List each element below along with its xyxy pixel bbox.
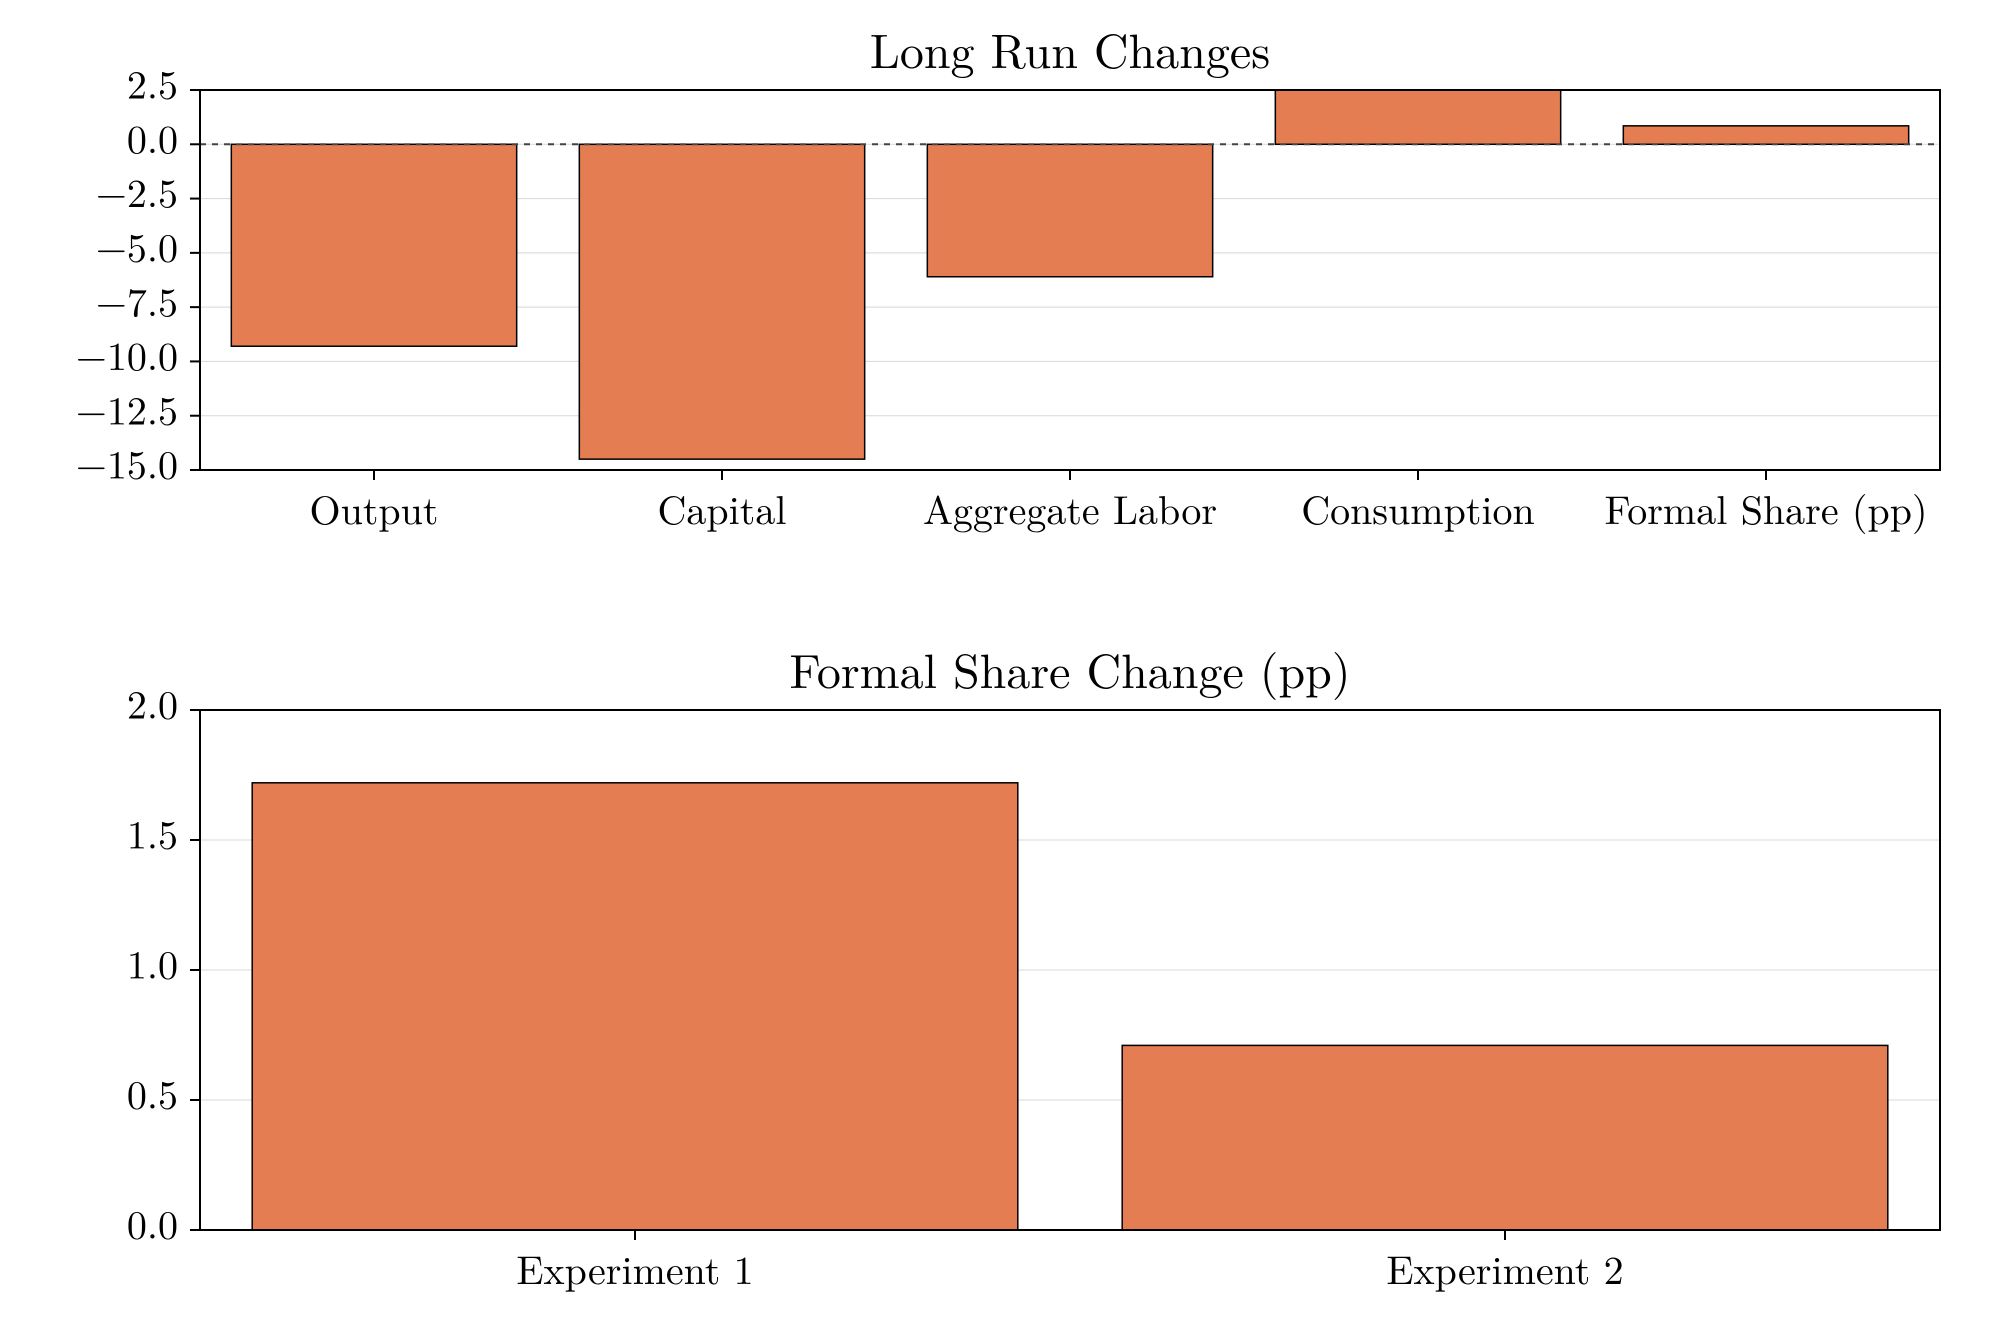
top_chart-ytick-label: −2.5: [96, 162, 178, 219]
top_chart-ytick-label: 2.5: [127, 54, 178, 111]
bottom_chart: Formal Share Change (pp) 0.0 0.5 1.0 1.5 2.0 E…: [127, 634, 1940, 1296]
charts-svg: Long Run Changes2.50.0−2.5−5.0−7.5−10.0−…: [0, 0, 2000, 1334]
top_chart-xtick-label: Aggregate Labor: [923, 479, 1217, 536]
top_chart-title: Long Run Changes: [870, 14, 1270, 82]
top_chart-bar: [927, 144, 1212, 276]
top_chart-xtick-label: Consumption: [1301, 479, 1535, 536]
bottom_chart-bar: [1122, 1045, 1888, 1230]
bottom_chart-xtick-label: Experiment 1: [516, 1239, 753, 1296]
top_chart: Long Run Changes2.50.0−2.5−5.0−7.5−10.0−…: [76, 14, 1940, 536]
bottom_chart-ytick-label: 0.5: [127, 1064, 178, 1121]
top_chart-ytick-label: −12.5: [76, 379, 178, 436]
bottom_chart-xtick-label: Experiment 2: [1386, 1239, 1623, 1296]
top_chart-ytick-label: −10.0: [76, 325, 178, 382]
bottom_chart-ytick-label: 0.0: [127, 1194, 178, 1251]
top_chart-xtick-label: Output: [310, 479, 439, 536]
top_chart-ytick-label: 0.0: [127, 108, 178, 165]
bottom_chart-ytick-label: 2.0: [127, 674, 178, 731]
bottom_chart-ytick-label: 1.5: [127, 804, 178, 861]
top_chart-bar: [1275, 90, 1560, 144]
bottom_chart-title: Formal Share Change (pp): [789, 634, 1350, 702]
top_chart-ytick-label: −5.0: [96, 216, 178, 273]
top_chart-ytick-label: −7.5: [96, 271, 178, 328]
top_chart-xtick-label: Formal Share (pp): [1604, 479, 1927, 536]
top_chart-xtick-label: Capital: [658, 479, 787, 536]
bottom_chart-ytick-label: 1.0: [127, 934, 178, 991]
top_chart-ytick-label: −15.0: [76, 434, 178, 491]
top_chart-bar: [231, 144, 516, 346]
top_chart-bar: [579, 144, 864, 459]
top_chart-bar: [1623, 126, 1908, 144]
figure-root: Long Run Changes2.50.0−2.5−5.0−7.5−10.0−…: [0, 0, 2000, 1334]
bottom_chart-bar: [252, 783, 1018, 1230]
